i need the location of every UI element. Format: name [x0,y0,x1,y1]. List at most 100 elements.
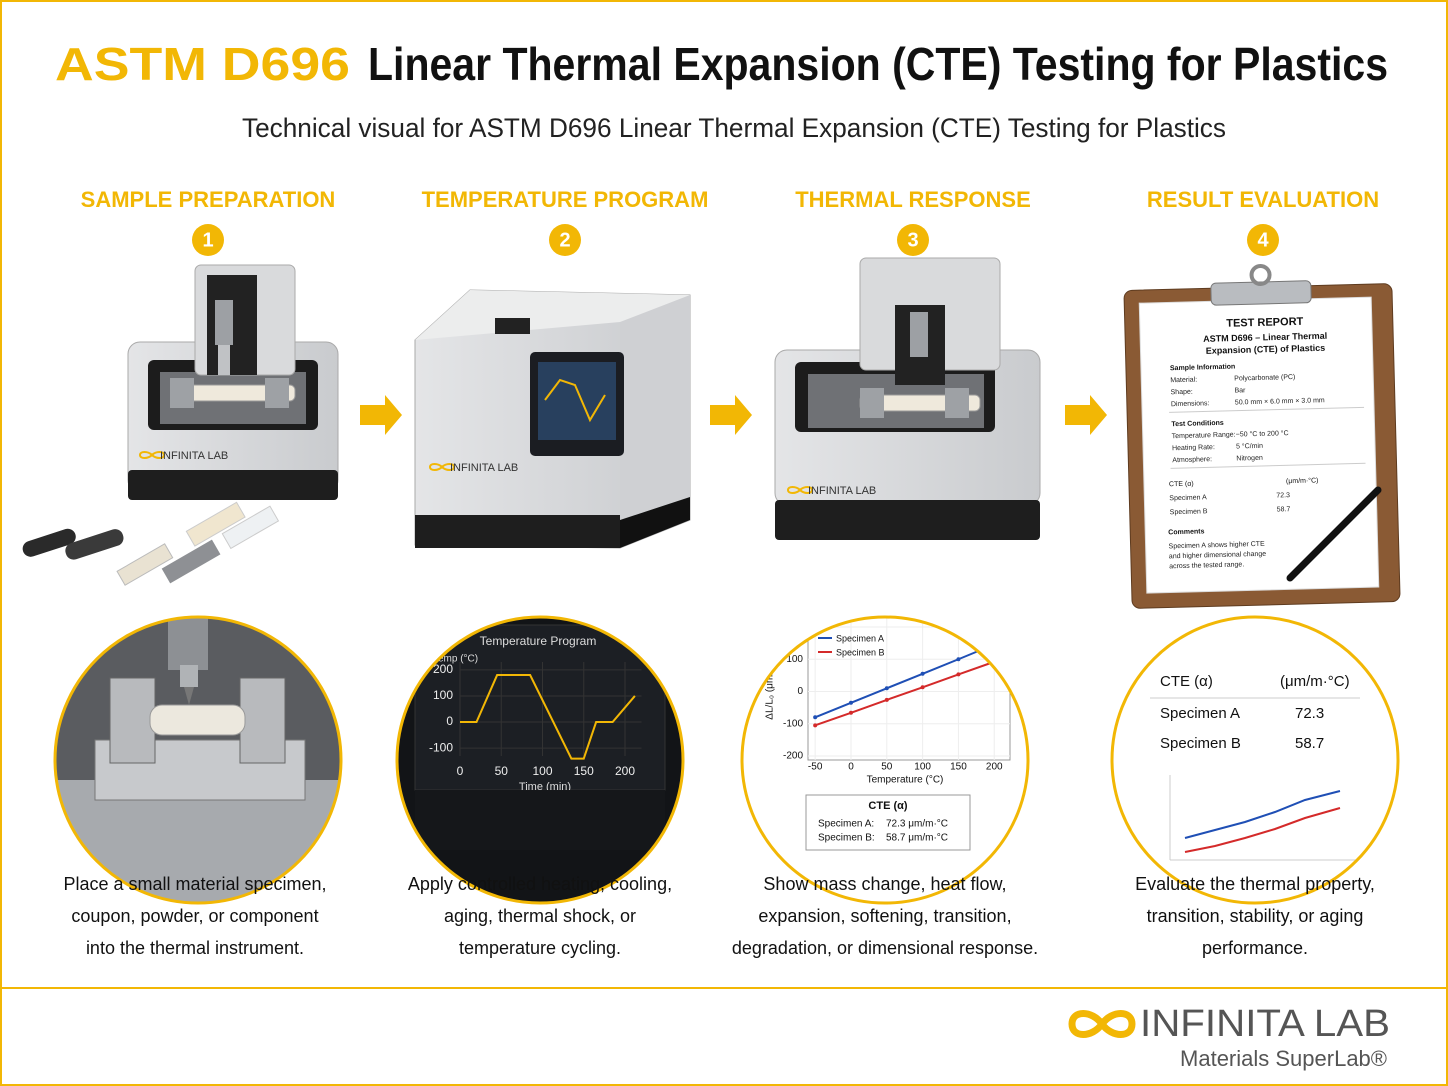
step-title: THERMAL RESPONSE [795,187,1031,212]
report-title: ASTM D696 – Linear Thermal [1203,331,1327,344]
closeup-chart: Dimensional Change vs. Temperature 200 100… [742,617,1028,903]
step-title: RESULT EVALUATION [1147,187,1379,212]
table-cell: Specimen A [1160,705,1240,722]
chart-title: Temperature Program [480,634,597,648]
report-field: Heating Rate: [1172,444,1215,452]
x-tick-label: -50 [808,762,823,773]
report-section: Test Conditions [1171,420,1224,428]
step-caption: Apply controlled heating, cooling, [408,874,672,894]
point [999,639,1004,644]
arrow [1065,395,1107,435]
legend-label: Specimen A [836,633,884,643]
point [884,686,889,691]
instrument-2 [414,289,691,549]
pen [1286,486,1382,582]
report-section: Comments [1168,528,1204,536]
x-tick-label: 200 [615,764,635,778]
series-line [814,640,1002,719]
report-value: Bar [1234,387,1246,394]
report-rule [1170,462,1366,469]
report-value: 50.0 mm × 6.0 mm × 3.0 mm [1235,397,1325,406]
step-badge [549,224,581,256]
point [813,723,818,728]
point [813,715,818,720]
report-field: CTE (α) [1169,481,1194,489]
step-number: 4 [1257,229,1269,251]
step-badge [192,224,224,256]
report-field: Specimen A [1169,494,1207,502]
instrument-brand: INFINITA LAB [808,485,876,497]
report-field: Specimen B [1170,508,1208,516]
circle-frame [395,615,685,905]
step-number: 1 [202,229,213,251]
report-title: Expansion (CTE) of Plastics [1206,343,1326,356]
step-number: 2 [559,229,570,251]
circle-frame [1110,615,1400,905]
logo-icon [786,486,814,494]
step-caption: into the thermal instrument. [86,938,304,958]
step-caption: aging, thermal shock, or [444,906,636,926]
x-tick-label: 50 [881,762,893,773]
step-caption: performance. [1202,938,1308,958]
y-axis-label: ΔL/L₀ (μm/m) [765,660,776,719]
y-tick-label: -100 [783,718,803,729]
report-field: Material: [1170,377,1197,385]
instrument-brand: INFINITA LAB [160,450,228,462]
title: Linear Thermal Expansion (CTE) Testing f… [368,38,1388,90]
subtitle: Technical visual for ASTM D696 Linear Th… [242,113,1226,143]
report-field: Dimensions: [1171,400,1210,408]
point [999,657,1004,662]
point [848,700,853,705]
closeup-fixture [55,617,341,903]
x-tick-label: 200 [986,762,1003,773]
footer-brand: INFINITA LAB [1140,1003,1390,1045]
arrow [360,395,402,435]
instrument-3 [774,257,1041,540]
x-tick-label: 100 [914,762,931,773]
instrument-1 [22,264,339,586]
table-header: (μm/m·°C) [1280,673,1350,690]
legend-label: Specimen B [836,647,885,657]
series-line [814,658,1002,727]
table-cell: 72.3 [1295,705,1324,722]
y-tick-label: 100 [786,654,803,665]
cte-value: 72.3 μm/m·°C [886,819,948,830]
x-tick-label: 100 [532,764,552,778]
point [848,710,853,715]
x-axis-label: Time (min) [519,781,571,793]
step-caption: Evaluate the thermal property, [1135,874,1375,894]
report-field: (μm/m·°C) [1286,476,1319,485]
point [884,697,889,702]
x-tick-label: 150 [574,764,594,778]
step-caption: coupon, powder, or component [71,906,318,926]
report-field: Temperature Range: [1172,432,1236,441]
x-tick-label: 150 [950,762,967,773]
report-comment: and higher dimensional change [1169,551,1267,561]
report-comment: across the tested range. [1169,561,1244,570]
step-caption: Place a small material specimen, [63,874,326,894]
step-badge [1247,224,1279,256]
step-caption: transition, stability, or aging [1147,906,1364,926]
x-tick-label: 0 [848,762,854,773]
point [920,685,925,690]
step-number: 3 [907,229,918,251]
logo-icon [428,463,456,471]
report-field: Atmosphere: [1172,456,1212,464]
step-title: SAMPLE PREPARATION [81,187,336,212]
footer-tagline: Materials SuperLab® [1180,1046,1387,1071]
step-caption: degradation, or dimensional response. [732,938,1038,958]
y-tick-label: 200 [786,622,803,633]
report-comment: Specimen A shows higher CTE [1169,541,1266,551]
report-value: 72.3 [1276,492,1290,499]
cte-specimen: Specimen B: [818,833,875,844]
y-tick-label: -100 [429,740,453,754]
step-caption: Show mass change, heat flow, [763,874,1006,894]
step-caption: temperature cycling. [459,938,621,958]
title-highlight: ASTM D696 [55,38,350,90]
x-tick-label: 0 [457,764,464,778]
circle-frame [740,615,1030,905]
